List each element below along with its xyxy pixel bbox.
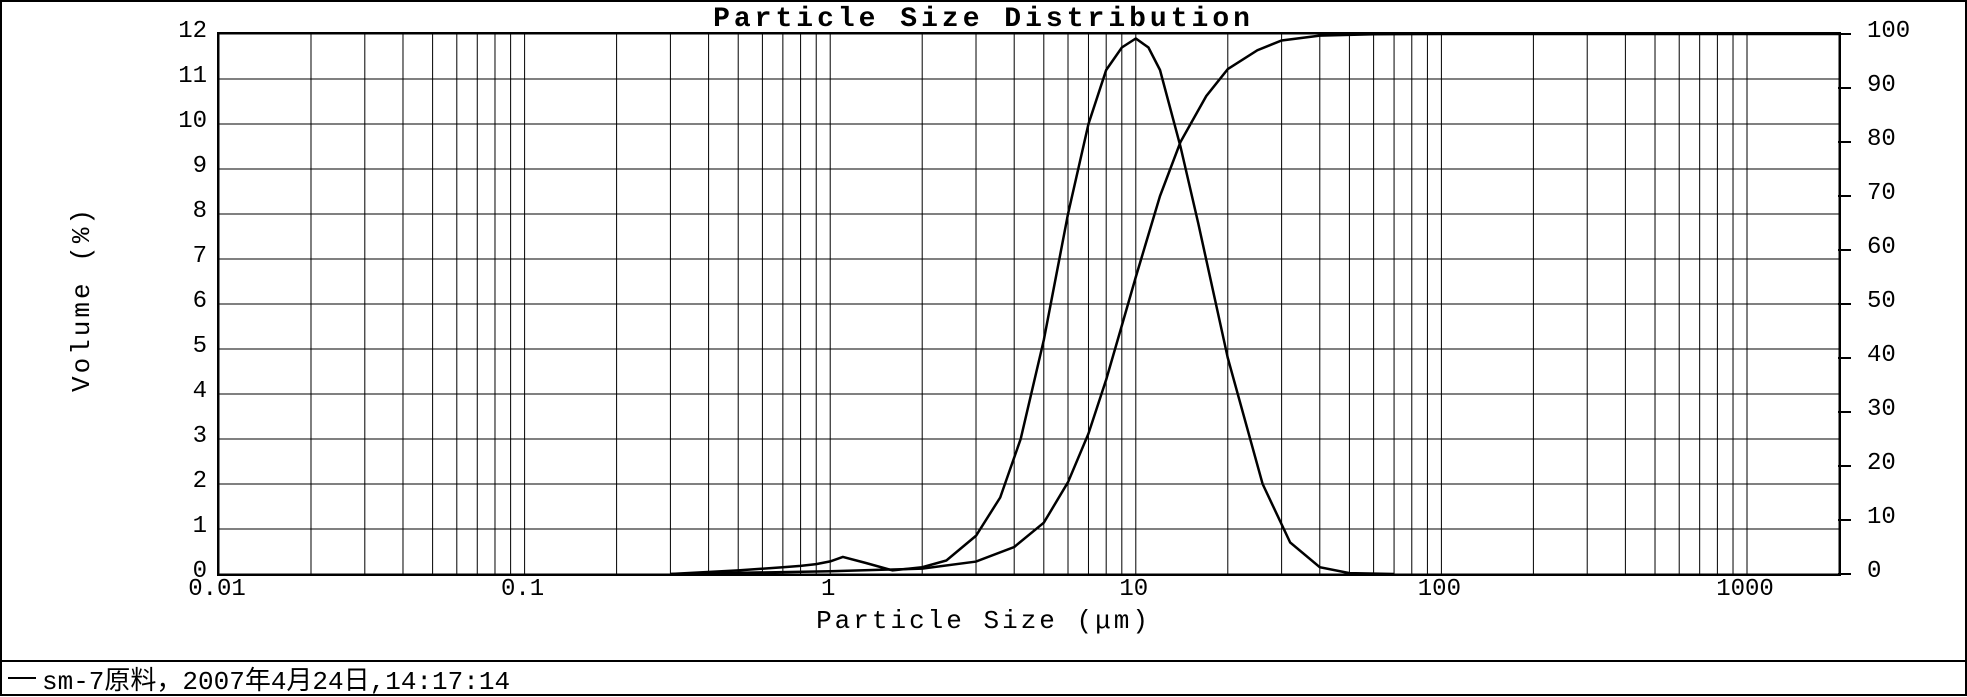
plot-area — [217, 32, 1841, 576]
y2-tick-label: 100 — [1867, 18, 1947, 45]
y-tick-label: 12 — [147, 18, 207, 45]
x-tick-label: 0.1 — [483, 576, 563, 603]
x-tick-label: 10 — [1094, 576, 1174, 603]
y2-tick-label: 50 — [1867, 288, 1947, 315]
y2-tick-label: 60 — [1867, 234, 1947, 261]
y2-tick-label: 80 — [1867, 126, 1947, 153]
y2-tick-label: 40 — [1867, 342, 1947, 369]
y2-tick-label: 20 — [1867, 450, 1947, 477]
y2-tick-label: 30 — [1867, 396, 1947, 423]
density-curve — [670, 39, 1394, 575]
y-tick-label: 11 — [147, 63, 207, 90]
chart-outer-frame: Particle Size Distribution Volume (%) Pa… — [0, 0, 1967, 696]
y2-tick-label: 10 — [1867, 504, 1947, 531]
chart-title: Particle Size Distribution — [713, 4, 1254, 35]
y-tick-label: 7 — [147, 243, 207, 270]
legend-row: sm-7原料，2007年4月24日,14:17:14 — [2, 660, 1965, 694]
x-axis-label: Particle Size (μm) — [816, 606, 1151, 636]
y-tick-label: 9 — [147, 153, 207, 180]
y-tick-label: 3 — [147, 423, 207, 450]
y2-tick-label: 0 — [1867, 558, 1947, 585]
x-tick-label: 0.01 — [177, 576, 257, 603]
chart-svg — [219, 34, 1839, 574]
x-tick-label: 1 — [788, 576, 868, 603]
x-tick-label: 1000 — [1705, 576, 1785, 603]
legend-line-icon — [8, 677, 36, 679]
y-tick-label: 2 — [147, 468, 207, 495]
y-tick-label: 8 — [147, 198, 207, 225]
y2-tick-label: 70 — [1867, 180, 1947, 207]
y-tick-label: 4 — [147, 378, 207, 405]
y-tick-label: 1 — [147, 513, 207, 540]
y-tick-label: 5 — [147, 333, 207, 360]
y-tick-label: 6 — [147, 288, 207, 315]
y-axis-label: Volume (%) — [67, 206, 97, 392]
x-tick-label: 100 — [1399, 576, 1479, 603]
y-tick-label: 10 — [147, 108, 207, 135]
y2-tick-label: 90 — [1867, 72, 1947, 99]
legend-text: sm-7原料，2007年4月24日,14:17:14 — [42, 660, 510, 697]
